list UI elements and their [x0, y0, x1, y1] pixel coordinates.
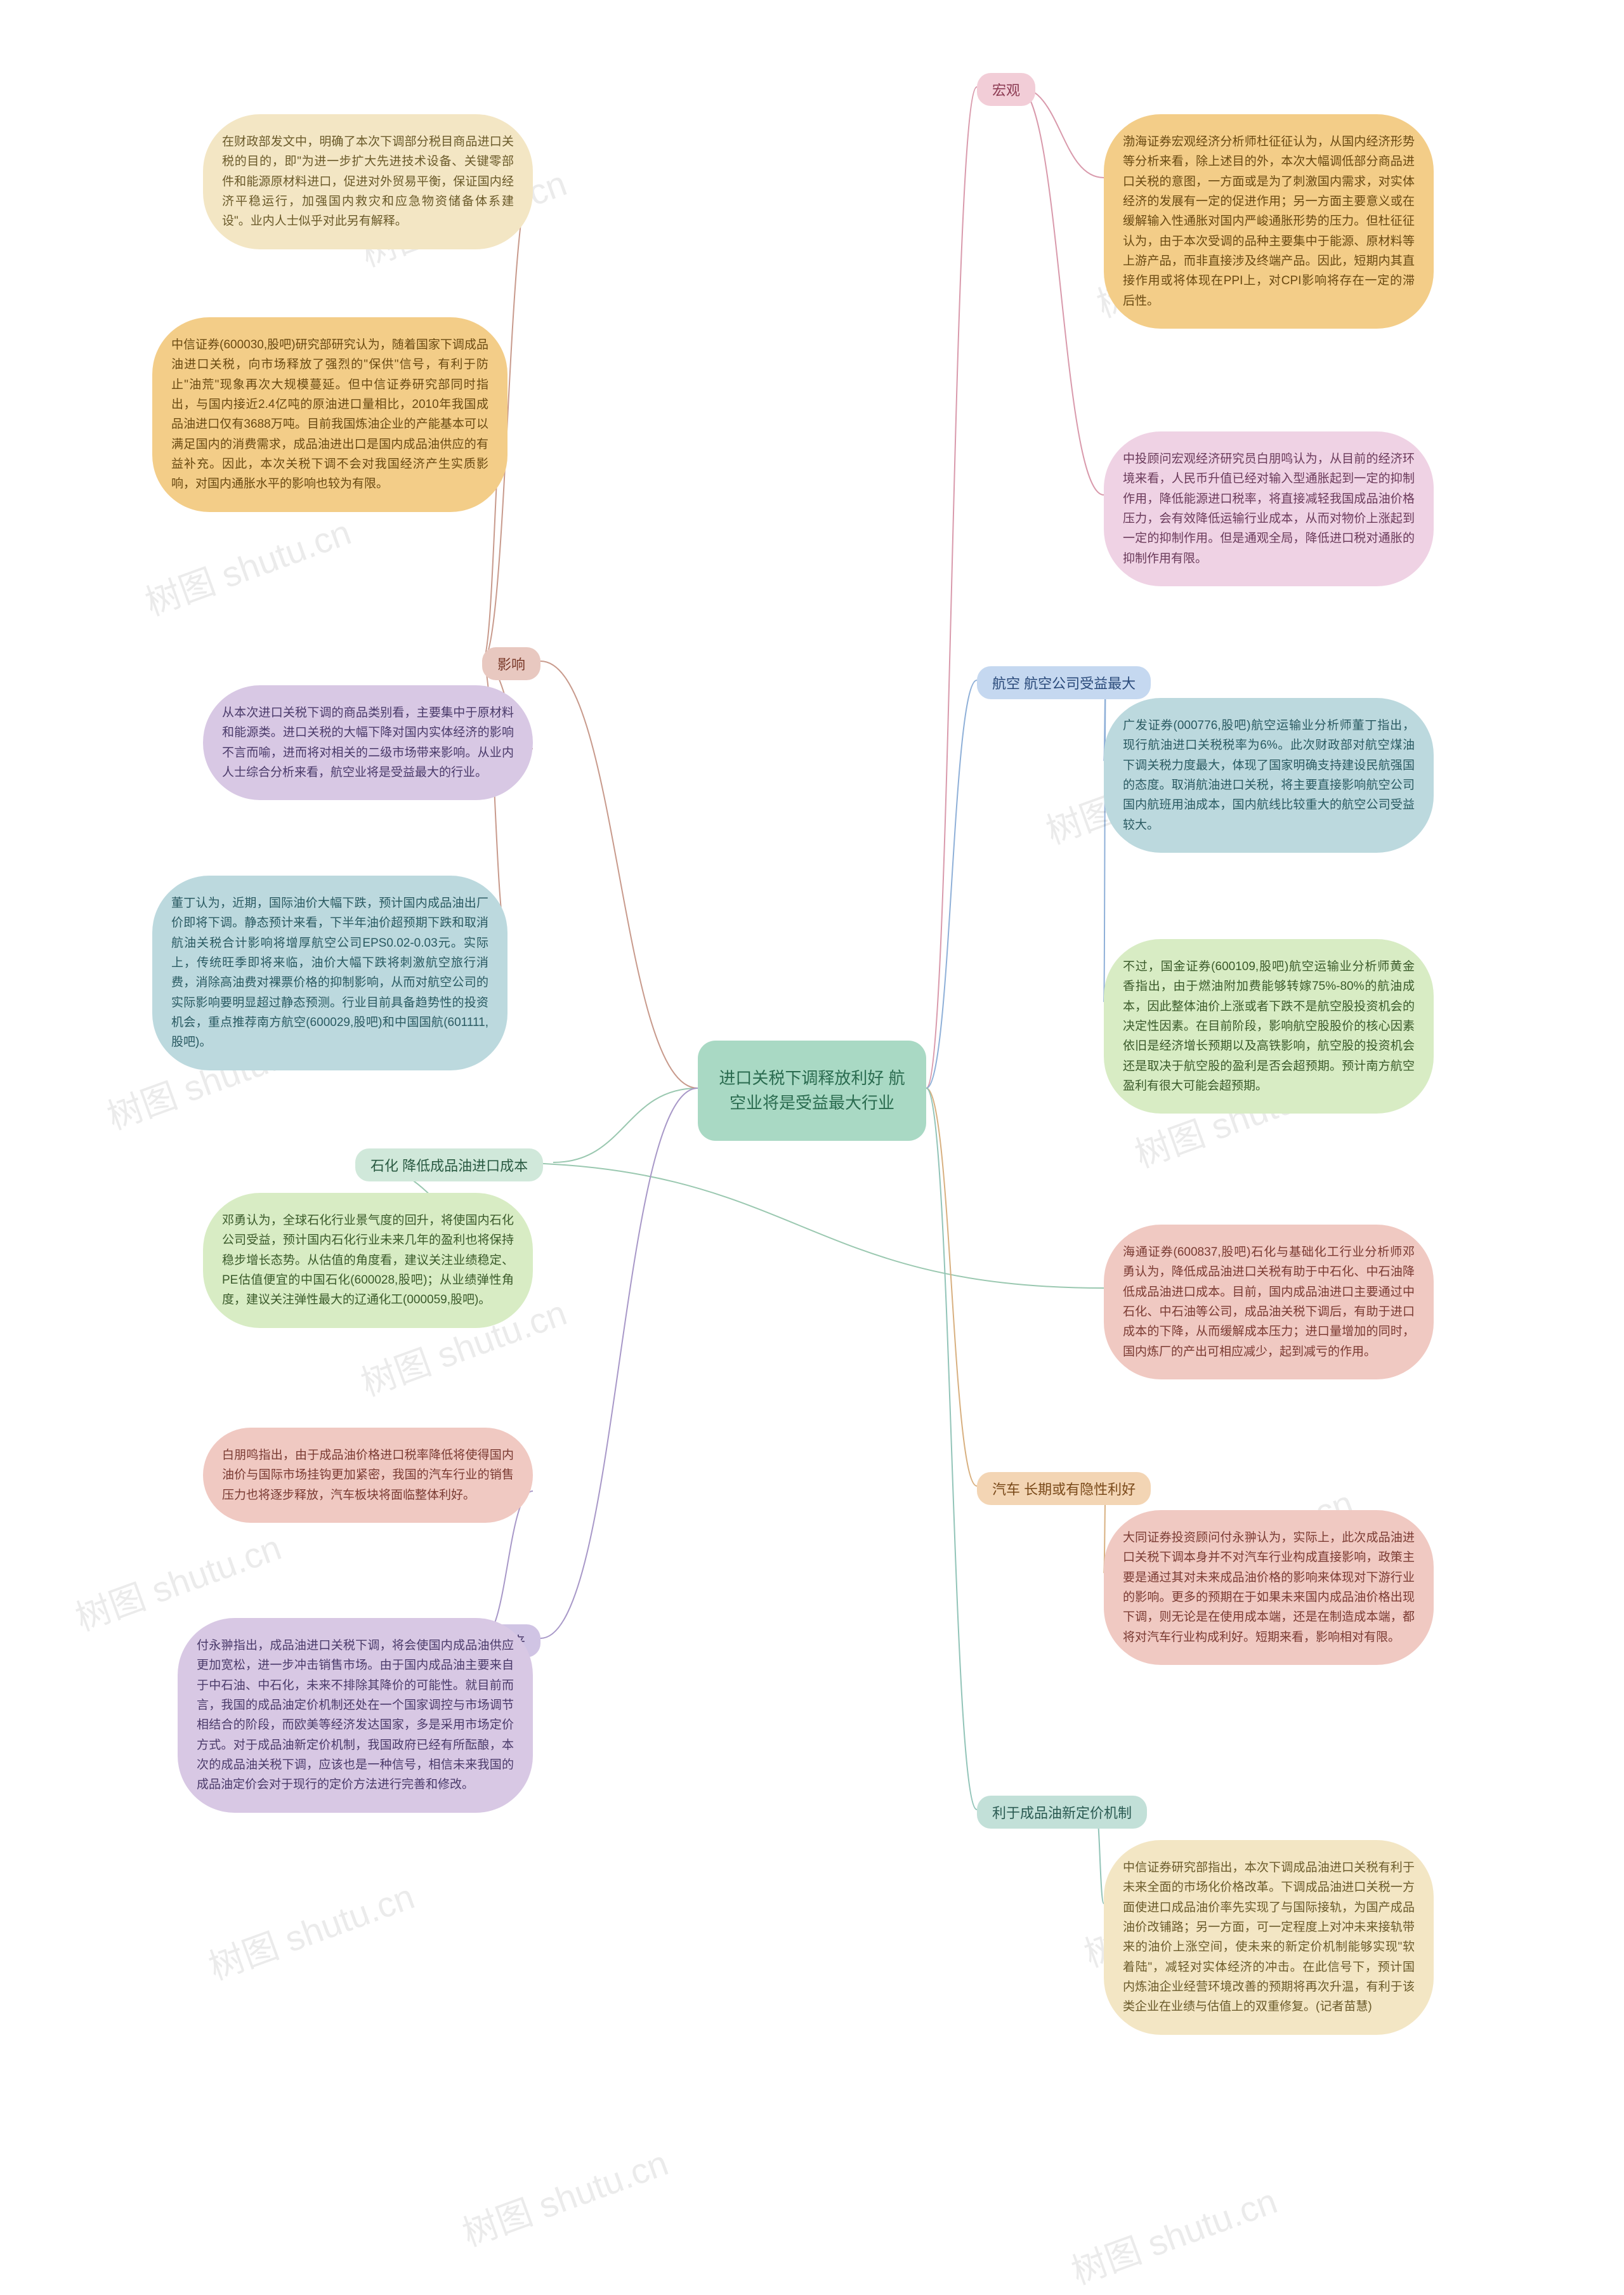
- leaf-impact-1: 中信证券(600030,股吧)研究部研究认为，随着国家下调成品油进口关税，向市场…: [152, 317, 508, 512]
- leaf-macro-1: 中投顾问宏观经济研究员白朋鸣认为，从目前的经济环境来看，人民币升值已经对输入型通…: [1104, 431, 1434, 586]
- leaf-impact-3: 董丁认为，近期，国际油价大幅下跌，预计国内成品油出厂价即将下调。静态预计来看，下…: [152, 876, 508, 1070]
- branch-aviation: 航空 航空公司受益最大: [977, 666, 1151, 699]
- leaf-future-1: 付永翀指出，成品油进口关税下调，将会使国内成品油供应更加宽松，进一步冲击销售市场…: [178, 1618, 533, 1813]
- branch-macro: 宏观: [977, 73, 1035, 106]
- leaf-petrochem-0: 海通证券(600837,股吧)石化与基础化工行业分析师邓勇认为，降低成品油进口关…: [1104, 1225, 1434, 1379]
- branch-petrochem: 石化 降低成品油进口成本: [355, 1148, 543, 1181]
- leaf-aviation-1: 不过，国金证券(600109,股吧)航空运输业分析师黄金香指出，由于燃油附加费能…: [1104, 939, 1434, 1114]
- leaf-impact-2: 从本次进口关税下调的商品类别看，主要集中于原材料和能源类。进口关税的大幅下降对国…: [203, 685, 533, 800]
- branch-pricing: 利于成品油新定价机制: [977, 1796, 1147, 1829]
- leaf-macro-0: 渤海证券宏观经济分析师杜征征认为，从国内经济形势等分析来看，除上述目的外，本次大…: [1104, 114, 1434, 329]
- watermark: 树图 shutu.cn: [137, 504, 357, 626]
- watermark: 树图 shutu.cn: [454, 2134, 674, 2256]
- watermark: 树图 shutu.cn: [200, 1868, 421, 1990]
- leaf-pricing-0: 中信证券研究部指出，本次下调成品油进口关税有利于未来全面的市场化价格改革。下调成…: [1104, 1840, 1434, 2035]
- leaf-impact-0: 在财政部发文中，明确了本次下调部分税目商品进口关税的目的，即"为进一步扩大先进技…: [203, 114, 533, 249]
- leaf-aviation-0: 广发证券(000776,股吧)航空运输业分析师董丁指出，现行航油进口关税税率为6…: [1104, 698, 1434, 853]
- leaf-petrochem-1: 邓勇认为，全球石化行业景气度的回升，将使国内石化公司受益，预计国内石化行业未来几…: [203, 1193, 533, 1328]
- leaf-auto-0: 大同证券投资顾问付永翀认为，实际上，此次成品油进口关税下调本身并不对汽车行业构成…: [1104, 1510, 1434, 1665]
- branch-auto: 汽车 长期或有隐性利好: [977, 1472, 1151, 1505]
- center-topic: 进口关税下调释放利好 航空业将是受益最大行业: [698, 1041, 926, 1141]
- branch-impact: 影响: [482, 647, 540, 680]
- watermark: 树图 shutu.cn: [1063, 2173, 1283, 2294]
- leaf-future-0: 白朋鸣指出，由于成品油价格进口税率降低将使得国内油价与国际市场挂钩更加紧密，我国…: [203, 1428, 533, 1523]
